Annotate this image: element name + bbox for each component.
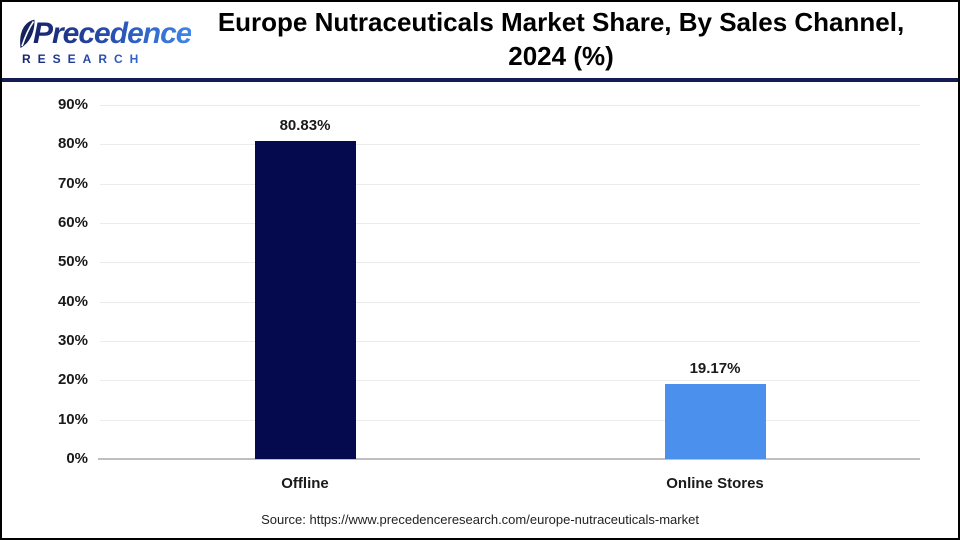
y-axis-tick: 50%: [57, 253, 88, 271]
bar-chart: 80.83% 19.17% Offline Online Stores Source…: [2, 82, 958, 536]
gridline: [100, 380, 920, 382]
gridline: [100, 144, 920, 146]
y-axis-tick: 80%: [57, 135, 88, 153]
gridline: [100, 223, 920, 224]
chart-title: Europe Nutraceuticals Market Share, By S…: [217, 7, 905, 71]
gridline: [100, 183, 920, 185]
gridline: [100, 262, 920, 264]
precedence-logo: Precedence RESEARCH: [18, 15, 192, 66]
logo-subtitle: RESEARCH: [18, 52, 188, 66]
y-axis-tick: 40%: [57, 292, 88, 310]
y-axis-tick: 90%: [57, 96, 88, 113]
bar-value-label: 80.83%: [279, 117, 331, 135]
source-note: Source: https://www.precedenceresearch.c…: [261, 512, 699, 527]
y-axis-tick: 20%: [57, 371, 88, 389]
y-axis-tick: 10%: [57, 410, 88, 428]
bar-online-stores: 19.17%: [664, 360, 766, 459]
gridline: [100, 419, 920, 421]
plot-area: 80.83% 19.17%: [98, 105, 920, 460]
y-axis-tick: 0%: [66, 450, 88, 467]
gridline: [100, 301, 920, 303]
x-axis-label: Online Stores: [666, 475, 764, 492]
header: Precedence RESEARCH Europe Nutraceutical…: [2, 2, 958, 82]
x-axis-line: [98, 458, 920, 460]
bar-value-label: 19.17%: [689, 359, 741, 377]
leaf-icon: [20, 19, 35, 48]
gridline: [100, 105, 920, 106]
y-axis-tick: 30%: [57, 332, 88, 349]
y-axis-tick: 60%: [57, 214, 88, 231]
x-axis-label: Offline: [281, 475, 329, 492]
bar-offline: 80.83%: [254, 117, 356, 459]
logo-wordmark: Precedence: [33, 16, 192, 50]
gridline: [100, 341, 920, 342]
y-axis-tick: 70%: [57, 174, 88, 192]
x-axis-labels: Offline Online Stores: [100, 475, 920, 495]
